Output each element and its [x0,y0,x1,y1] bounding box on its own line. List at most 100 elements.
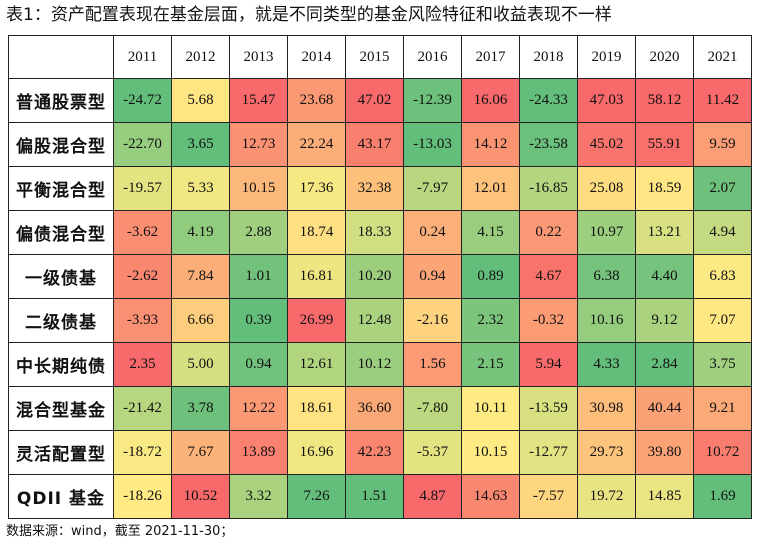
heat-cell: 4.87 [403,474,462,519]
heat-cell: 10.11 [461,386,520,431]
heat-cell: 1.51 [345,474,404,519]
heat-cell: -0.32 [519,298,578,343]
heat-cell: 17.36 [287,166,346,211]
heat-cell: 7.07 [693,298,752,343]
heat-cell: 22.24 [287,122,346,167]
heat-cell: 7.84 [171,254,230,299]
heat-cell: 55.91 [635,122,694,167]
heat-cell: 58.12 [635,78,694,123]
heat-cell: 1.56 [403,342,462,387]
table-row: 偏股混合型 -22.70 3.65 12.73 22.24 43.17 -13.03 14.1… [8,122,752,167]
column-header: 2016 [403,35,462,79]
heat-cell: 16.06 [461,78,520,123]
heat-cell: 9.21 [693,386,752,431]
heat-cell: 18.61 [287,386,346,431]
heat-cell: 10.15 [229,166,288,211]
heat-cell: 29.73 [577,430,636,475]
heat-cell: 1.69 [693,474,752,519]
heat-cell: 5.00 [171,342,230,387]
table-title: 表1：资产配置表现在基金层面，就是不同类型的基金风险特征和收益表现不一样 [6,5,612,25]
heat-cell: 15.47 [229,78,288,123]
table-row: 中长期纯债 2.35 5.00 0.94 12.61 10.12 1.56 2.15 5.94 4… [8,342,752,387]
row-label: 平衡混合型 [8,166,114,211]
heat-cell: 11.42 [693,78,752,123]
heat-cell: -21.42 [113,386,172,431]
heat-cell: 10.15 [461,430,520,475]
row-label: 偏股混合型 [8,122,114,167]
heat-cell: 14.85 [635,474,694,519]
heat-cell: 26.99 [287,298,346,343]
heat-cell: 10.12 [345,342,404,387]
heat-cell: 10.16 [577,298,636,343]
source-note: 数据来源：wind，截至 2021-11-30； [6,524,234,539]
heat-cell: 43.17 [345,122,404,167]
heat-cell: 36.60 [345,386,404,431]
column-header: 2012 [171,35,230,79]
heat-cell: 2.07 [693,166,752,211]
heat-cell: 2.32 [461,298,520,343]
column-header: 2018 [519,35,578,79]
heat-cell: 47.02 [345,78,404,123]
heat-cell: 13.21 [635,210,694,255]
heat-cell: 7.26 [287,474,346,519]
heat-cell: 30.98 [577,386,636,431]
heat-cell: 3.75 [693,342,752,387]
heat-cell: 6.83 [693,254,752,299]
heat-cell: 7.67 [171,430,230,475]
heat-cell: 6.66 [171,298,230,343]
heat-cell: 18.33 [345,210,404,255]
table-row: 偏债混合型 -3.62 4.19 2.88 18.74 18.33 0.24 4.15 0.22… [8,210,752,255]
heat-cell: -13.59 [519,386,578,431]
heat-cell: 5.94 [519,342,578,387]
heat-cell: -3.62 [113,210,172,255]
heat-cell: 13.89 [229,430,288,475]
returns-heatmap-table: 2011 2012 2013 2014 2015 2016 2017 2018 2019 2020… [8,35,752,519]
row-label: 中长期纯债 [8,342,114,387]
heat-cell: 42.23 [345,430,404,475]
heat-cell: -18.26 [113,474,172,519]
table-row: 二级债基 -3.93 6.66 0.39 26.99 12.48 -2.16 2.32 -0.3… [8,298,752,343]
heat-cell: -12.39 [403,78,462,123]
heat-cell: 4.94 [693,210,752,255]
heat-cell: 14.12 [461,122,520,167]
heat-cell: -5.37 [403,430,462,475]
heat-cell: 2.15 [461,342,520,387]
heat-cell: 4.19 [171,210,230,255]
heat-cell: 0.94 [403,254,462,299]
heat-cell: 0.89 [461,254,520,299]
header-row: 2011 2012 2013 2014 2015 2016 2017 2018 2019 2020… [8,35,752,79]
row-label: 偏债混合型 [8,210,114,255]
row-label: 灵活配置型 [8,430,114,475]
column-header: 2014 [287,35,346,79]
column-header: 2020 [635,35,694,79]
heat-cell: -7.97 [403,166,462,211]
heat-cell: 4.67 [519,254,578,299]
heat-cell: 0.24 [403,210,462,255]
heat-cell: 18.74 [287,210,346,255]
heat-cell: 3.32 [229,474,288,519]
heat-cell: 0.39 [229,298,288,343]
heat-cell: -16.85 [519,166,578,211]
heat-cell: 47.03 [577,78,636,123]
heat-cell: 3.65 [171,122,230,167]
heat-cell: -24.33 [519,78,578,123]
heat-cell: 40.44 [635,386,694,431]
table-row: 灵活配置型 -18.72 7.67 13.89 16.96 42.23 -5.37 10.15… [8,430,752,475]
heat-cell: 45.02 [577,122,636,167]
column-header: 2011 [113,35,172,79]
heat-cell: 18.59 [635,166,694,211]
heat-cell: 25.08 [577,166,636,211]
heat-cell: 12.73 [229,122,288,167]
row-label: 二级债基 [8,298,114,343]
heat-cell: 10.52 [171,474,230,519]
row-label: 一级债基 [8,254,114,299]
heat-cell: 10.97 [577,210,636,255]
heat-cell: 12.48 [345,298,404,343]
heat-cell: 5.33 [171,166,230,211]
table-row: 平衡混合型 -19.57 5.33 10.15 17.36 32.38 -7.97 12.01… [8,166,752,211]
heat-cell: 12.22 [229,386,288,431]
table-row: QDII 基金 -18.26 10.52 3.32 7.26 1.51 4.87 14.63-… [8,474,752,519]
heat-cell: 12.01 [461,166,520,211]
heat-cell: 32.38 [345,166,404,211]
heat-cell: 12.61 [287,342,346,387]
